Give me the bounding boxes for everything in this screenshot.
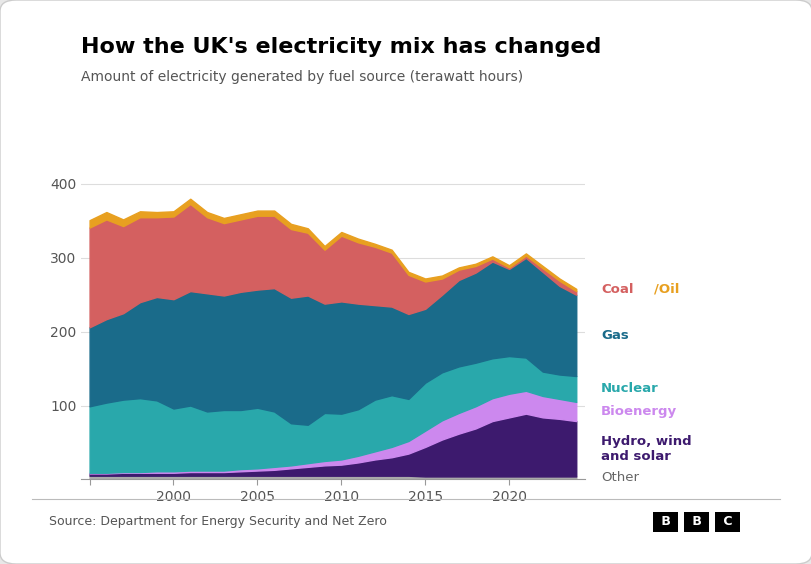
Text: Gas: Gas — [600, 329, 628, 342]
Text: Hydro, wind
and solar: Hydro, wind and solar — [600, 435, 691, 462]
Text: How the UK's electricity mix has changed: How the UK's electricity mix has changed — [81, 37, 601, 56]
Text: Source: Department for Energy Security and Net Zero: Source: Department for Energy Security a… — [49, 515, 386, 528]
Text: B: B — [687, 515, 705, 528]
Text: /Oil: /Oil — [653, 283, 678, 296]
Text: Other: Other — [600, 472, 638, 484]
Text: Bioenergy: Bioenergy — [600, 405, 676, 418]
Text: C: C — [718, 515, 736, 528]
Text: Amount of electricity generated by fuel source (terawatt hours): Amount of electricity generated by fuel … — [81, 70, 522, 85]
Text: B: B — [656, 515, 674, 528]
Text: Coal: Coal — [600, 283, 633, 296]
Text: Nuclear: Nuclear — [600, 382, 658, 395]
